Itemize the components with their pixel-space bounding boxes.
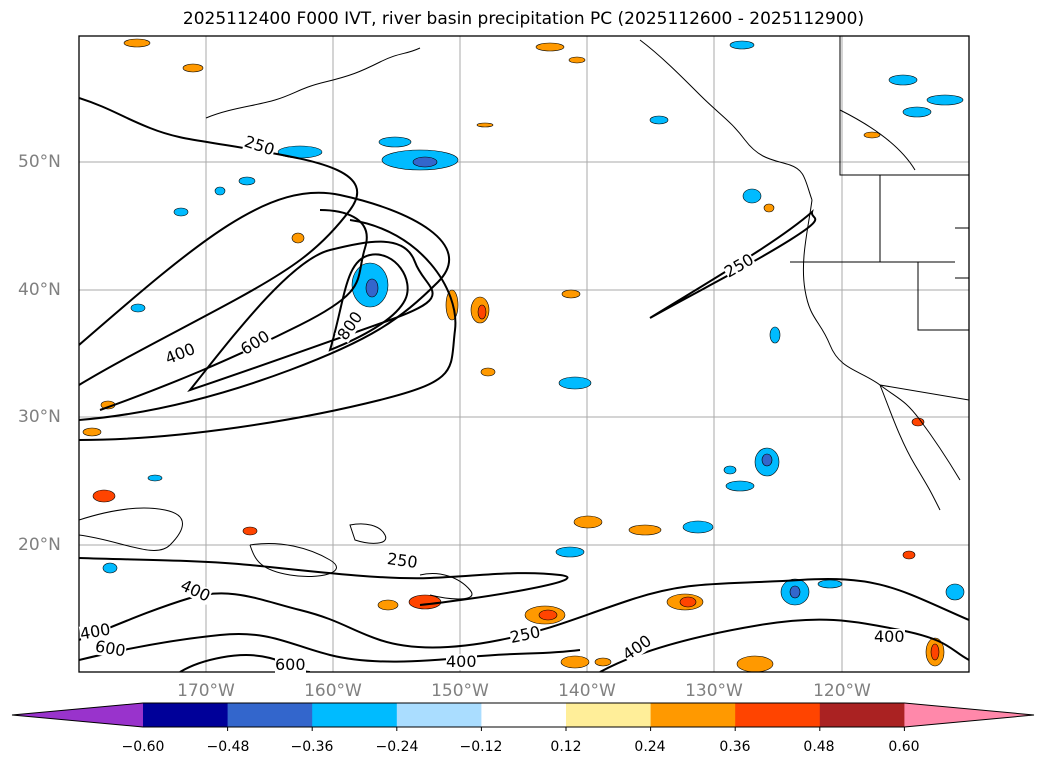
colorbar-swatch [481,703,567,727]
colorbar [11,702,1035,731]
colorbar-extend-high [904,703,1034,727]
colorbar-swatch [566,703,652,727]
colorbar-swatch [650,703,736,727]
colorbar-tick-label: 0.60 [888,739,920,755]
contour-label: 400 [874,627,905,646]
lon-label-170w: 170°W [177,681,235,701]
lon-label-160w: 160°W [304,681,362,701]
map-frame [78,35,970,673]
colorbar-swatch [396,703,482,727]
lon-label-130w: 130°W [685,681,743,701]
colorbar-swatch [143,703,229,727]
contour-label: 600 [275,655,306,674]
colorbar-tick-label: −0.12 [459,739,503,755]
colorbar-tick-label: 0.48 [803,739,835,755]
colorbar-swatch [227,703,313,727]
coastlines [79,36,969,600]
colorbar-swatch [735,703,821,727]
colorbar-tick-label: −0.36 [290,739,334,755]
colorbar-tick-label: −0.48 [206,739,250,755]
colorbar-swatch [819,703,905,727]
colorbar-extend-low [12,703,143,727]
precipitation-anomaly-areas [82,38,965,672]
lon-label-150w: 150°W [431,681,489,701]
contour-label: 250 [385,548,419,573]
map-title: 2025112400 F000 IVT, river basin precipi… [182,9,865,29]
colorbar-tick-label: 0.12 [550,739,582,755]
lat-label-50n: 50°N [18,152,61,172]
contour-label: 400 [446,652,477,671]
colorbar-swatch [312,703,398,727]
colorbar-tick-label: 0.24 [634,739,666,755]
lon-label-120w: 120°W [813,681,871,701]
gridlines [79,36,969,672]
colorbar-tick-label: −0.24 [375,739,419,755]
colorbar-tick-label: 0.36 [719,739,751,755]
lat-label-20n: 20°N [18,535,61,555]
lon-label-140w: 140°W [558,681,616,701]
colorbar-tick-label: −0.60 [121,739,165,755]
lat-label-30n: 30°N [18,407,61,427]
lat-label-40n: 40°N [18,280,61,300]
ivt-contours [79,97,969,672]
colorbar-outline [11,702,1035,728]
map-plot-area [79,36,969,672]
